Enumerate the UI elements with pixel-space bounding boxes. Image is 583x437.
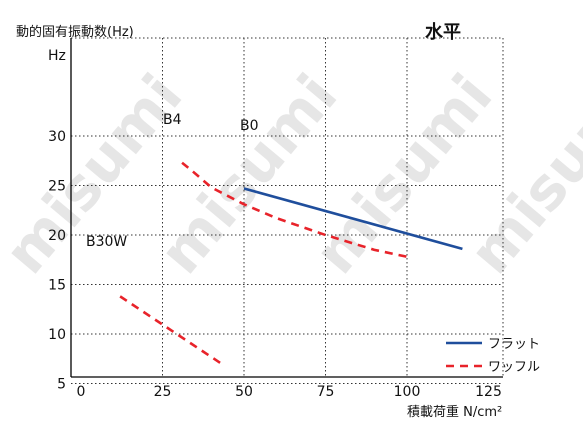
x-tick-label: 0 xyxy=(77,384,86,400)
legend-label-flat: フラット xyxy=(488,337,540,352)
y-tick-label: 10 xyxy=(48,327,66,343)
series-label-b4: B4 xyxy=(163,112,182,128)
series-line-b4 xyxy=(181,161,408,259)
x-tick-label: 100 xyxy=(394,384,421,400)
x-tick-label: 25 xyxy=(154,384,172,400)
x-axis-title: 積載荷重 N/cm² xyxy=(407,404,502,420)
y-tick-label: 15 xyxy=(48,278,66,294)
y-axis-title: 動的固有振動数(Hz) xyxy=(16,24,134,40)
chart-title: 水平 xyxy=(425,21,461,43)
y-tick-label: 20 xyxy=(48,228,66,244)
x-tick-label: 75 xyxy=(317,384,335,400)
series-line-b30w xyxy=(119,295,226,367)
axis-layer: 5 10 15 20 25 30 0 25 50 75 100 125 動的固有振動数(Hz) Hz 積載荷… xyxy=(16,21,503,420)
series-line-b0 xyxy=(243,187,463,251)
x-tick-label: 50 xyxy=(235,384,253,400)
y-tick-label: 30 xyxy=(48,129,66,145)
legend-label-waffle: ワッフル xyxy=(488,360,540,375)
series-label-b30w: B30W xyxy=(86,234,127,250)
y-axis-unit: Hz xyxy=(48,48,66,64)
x-tick-label: 125 xyxy=(475,384,502,400)
y-tick-label: 5 xyxy=(57,377,66,393)
label-layer: B0 B4 B30W xyxy=(86,112,259,250)
y-tick-label: 25 xyxy=(48,179,66,195)
grid-layer xyxy=(71,37,504,384)
series-label-b0: B0 xyxy=(240,118,259,134)
series-layer xyxy=(119,161,463,367)
